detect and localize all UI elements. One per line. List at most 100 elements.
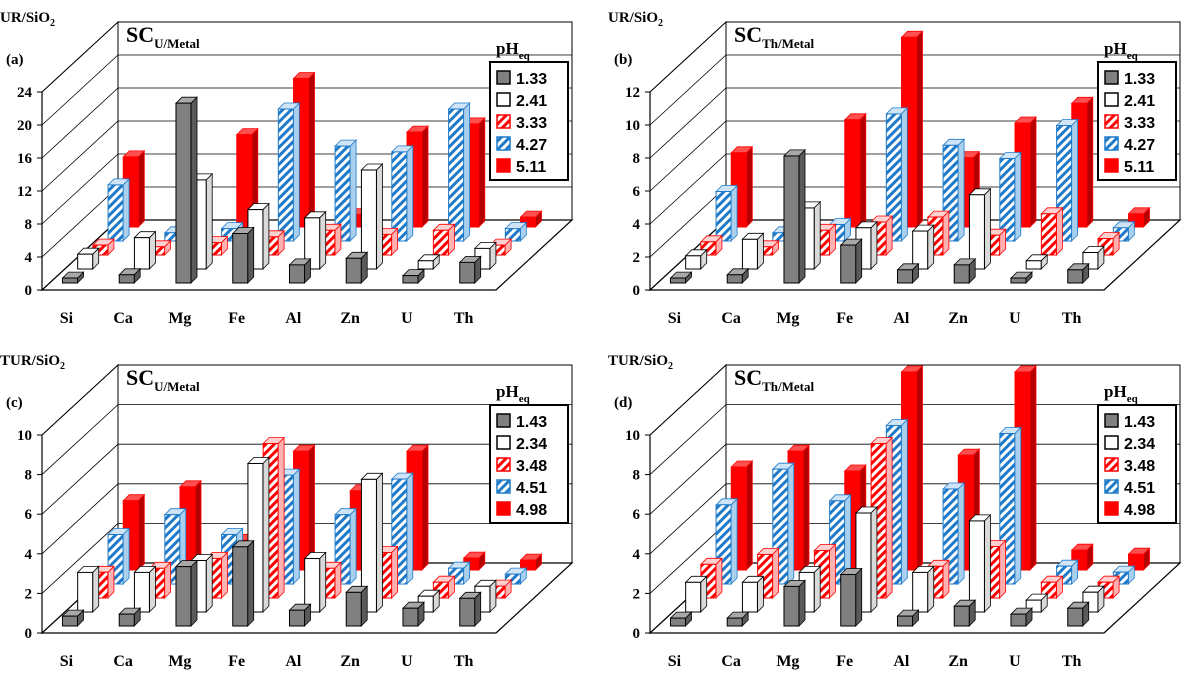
legend-swatch (496, 136, 511, 151)
bar (231, 226, 255, 284)
legend-entry: 2.41 (1124, 93, 1155, 110)
panel-label: (a) (6, 52, 24, 68)
x-tick-label: Fe (836, 653, 853, 670)
legend-entry: 1.33 (1124, 71, 1155, 88)
bar (1112, 565, 1136, 585)
legend-swatch (1104, 136, 1119, 151)
chart-panel-d: 0 2 4 6 8 10 Si Ca Mg Fe Al Zn U Th TUR/SiO2 (d) SCTh/Me… (608, 343, 1198, 678)
y-axis-label: TUR/SiO2 (0, 353, 65, 372)
plot-area: 0 2 4 6 8 10 12 (625, 20, 1182, 299)
bar (231, 539, 255, 627)
legend-entry: 1.33 (516, 71, 547, 88)
bar (684, 575, 708, 613)
x-tick-label: Mg (168, 310, 191, 327)
bar (462, 551, 486, 571)
y-tick-label: 20 (17, 118, 32, 134)
bar (741, 575, 765, 613)
y-tick-label: 8 (633, 151, 641, 167)
y-tick-label: 0 (633, 283, 641, 299)
legend-swatch (496, 457, 511, 472)
y-tick-label: 4 (25, 547, 33, 563)
x-tick-label: Mg (776, 653, 799, 670)
legend-entry: 5.11 (516, 159, 546, 176)
bar (107, 177, 131, 242)
y-axis-label: UR/SiO2 (608, 10, 663, 29)
legend-swatch (1104, 70, 1119, 85)
y-tick-label: 10 (625, 428, 640, 444)
bar (402, 601, 425, 627)
y-tick-label: 6 (633, 184, 641, 200)
bar (1010, 271, 1033, 284)
gridline (649, 21, 1180, 93)
legend-entry: 4.98 (1124, 502, 1155, 519)
legend-swatch (496, 114, 511, 129)
legend-swatch (496, 479, 511, 494)
plot-area: 0 2 4 6 8 10 (17, 363, 574, 642)
bar (741, 232, 765, 270)
bar (504, 567, 528, 585)
bar (118, 607, 142, 627)
bar (839, 238, 863, 284)
chart-svg: 0 2 4 6 8 10 Si Ca Mg Fe Al Zn U Th TUR/SiO2 (c) SCU/Met… (0, 353, 574, 670)
panel-label: (c) (6, 395, 23, 411)
legend-swatch (496, 158, 511, 173)
y-tick-label: 6 (633, 507, 641, 523)
legend-entry: 1.43 (516, 414, 547, 431)
bar (504, 221, 528, 242)
legend-entry: 2.34 (1124, 436, 1155, 453)
bar (447, 561, 471, 585)
legend-swatch (496, 92, 511, 107)
legend-entry: 3.33 (1124, 115, 1155, 132)
bar (1025, 593, 1049, 613)
bar (968, 513, 992, 613)
y-tick-label: 2 (633, 586, 641, 602)
bar (911, 224, 935, 270)
bar (911, 565, 935, 613)
bar (458, 255, 482, 284)
x-tick-label: U (1009, 310, 1021, 327)
legend-swatch (496, 501, 511, 516)
y-axis-label: UR/SiO2 (0, 10, 55, 29)
gridline (649, 54, 1180, 126)
bar (345, 251, 369, 284)
x-tick-label: U (1009, 653, 1021, 670)
legend-title: pHeq (1104, 382, 1139, 405)
legend-entry: 3.33 (516, 115, 547, 132)
x-tick-label: Si (668, 653, 682, 670)
x-tick-label: Zn (948, 310, 968, 327)
y-tick-label: 24 (17, 85, 33, 101)
x-tick-label: Mg (168, 653, 191, 670)
chart-svg: 0 2 4 6 8 10 12 Si Ca Mg Fe Al Zn U Th UR/SiO2 (b) SCTh/M… (608, 10, 1182, 327)
legend-swatch (496, 70, 511, 85)
y-tick-label: 4 (633, 217, 641, 233)
bar (118, 267, 142, 284)
y-tick-label: 0 (25, 283, 33, 299)
x-tick-label: Fe (228, 310, 245, 327)
bar (726, 611, 750, 627)
bar (1127, 206, 1151, 228)
legend-entry: 4.27 (1124, 137, 1155, 154)
chart-title: SCTh/Metal (734, 365, 815, 394)
y-tick-label: 16 (17, 151, 33, 167)
bar (288, 603, 312, 627)
bar (953, 599, 977, 627)
x-tick-label: U (401, 310, 413, 327)
bar (175, 559, 198, 627)
bar (1097, 231, 1121, 256)
legend-entry: 3.48 (1124, 458, 1155, 475)
bar (133, 565, 157, 613)
y-tick-label: 0 (25, 626, 33, 642)
bar (91, 238, 115, 256)
bar (896, 609, 920, 627)
gridline (41, 443, 572, 515)
bar (669, 611, 693, 627)
chart-svg: 0 2 4 6 8 10 Si Ca Mg Fe Al Zn U Th TUR/SiO2 (d) SCTh/Me… (608, 353, 1182, 670)
bar (235, 127, 259, 228)
legend: 1.43 2.34 3.48 4.51 4.98 (1097, 404, 1177, 524)
legend-swatch (1104, 435, 1119, 450)
x-tick-label: U (401, 653, 413, 670)
y-tick-label: 2 (25, 586, 33, 602)
x-tick-label: Ca (721, 310, 741, 327)
panel-label: (b) (614, 52, 632, 68)
x-tick-label: Mg (776, 310, 799, 327)
